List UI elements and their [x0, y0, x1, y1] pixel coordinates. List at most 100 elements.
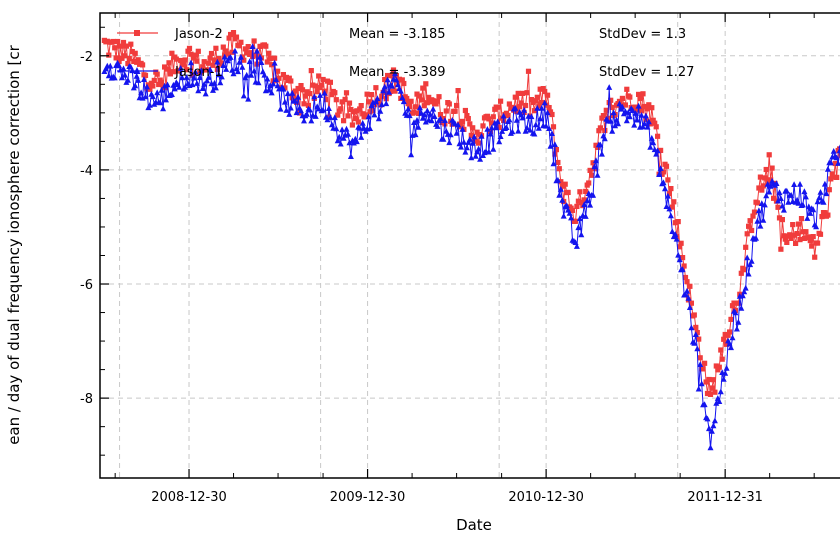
- data-point: [441, 117, 448, 123]
- data-point: [439, 119, 445, 125]
- data-point: [556, 191, 563, 198]
- data-point: [463, 144, 470, 151]
- data-point: [468, 154, 475, 161]
- data-point: [744, 231, 750, 237]
- data-point: [817, 231, 824, 237]
- data-point: [673, 235, 680, 242]
- data-point: [760, 183, 766, 189]
- data-point: [776, 215, 783, 221]
- data-point: [572, 218, 579, 224]
- data-point: [749, 227, 755, 234]
- data-point: [302, 93, 308, 99]
- data-point: [517, 104, 523, 110]
- data-point: [506, 101, 512, 107]
- data-point: [836, 147, 840, 154]
- data-point: [707, 444, 714, 451]
- data-point: [498, 98, 504, 104]
- data-point: [396, 76, 402, 82]
- data-point: [815, 240, 821, 246]
- data-point: [778, 246, 784, 252]
- data-point: [471, 133, 478, 140]
- data-point: [422, 118, 429, 125]
- data-point: [464, 113, 470, 119]
- data-point: [158, 86, 165, 93]
- data-point: [419, 115, 426, 121]
- data-point: [106, 52, 112, 58]
- data-point: [430, 105, 437, 112]
- data-point: [190, 74, 197, 81]
- y-tick-label: -2: [80, 50, 93, 65]
- data-point: [423, 81, 429, 87]
- data-point: [762, 175, 768, 181]
- data-point: [731, 300, 737, 306]
- data-point: [164, 66, 171, 72]
- data-point: [589, 172, 595, 178]
- data-point: [295, 85, 301, 92]
- data-point: [313, 83, 319, 89]
- data-point: [336, 133, 343, 140]
- data-point: [459, 118, 466, 124]
- data-point: [663, 203, 670, 209]
- data-point: [129, 67, 136, 74]
- data-point: [609, 104, 615, 110]
- data-point: [280, 72, 286, 78]
- data-point: [311, 93, 318, 100]
- data-point: [644, 123, 651, 130]
- plot-frame: [99, 12, 840, 479]
- data-point: [638, 108, 645, 114]
- data-point: [292, 98, 299, 104]
- data-point: [729, 334, 736, 341]
- data-point: [173, 56, 179, 62]
- data-point: [711, 417, 718, 424]
- data-point: [698, 380, 705, 387]
- data-point: [667, 212, 674, 219]
- data-point: [317, 92, 324, 98]
- data-point: [802, 193, 809, 200]
- data-point: [648, 134, 655, 141]
- data-point: [545, 92, 551, 98]
- data-point: [773, 180, 780, 186]
- data-point: [128, 41, 134, 47]
- data-point: [424, 100, 430, 106]
- data-point: [407, 104, 413, 110]
- data-point: [255, 79, 262, 86]
- data-point: [241, 57, 247, 63]
- data-point: [308, 68, 314, 74]
- data-point: [785, 198, 792, 205]
- data-point: [323, 97, 329, 103]
- data-point: [704, 415, 711, 422]
- data-point: [684, 287, 690, 294]
- data-point: [310, 82, 316, 88]
- data-point: [794, 231, 800, 237]
- data-point: [607, 118, 614, 124]
- data-point: [358, 103, 364, 109]
- data-point: [474, 148, 481, 155]
- data-point: [167, 71, 173, 77]
- data-point: [532, 121, 539, 128]
- data-point: [587, 201, 594, 208]
- data-point: [825, 212, 831, 218]
- data-point: [359, 119, 366, 126]
- data-point: [460, 138, 467, 145]
- data-point: [135, 77, 142, 83]
- data-point: [490, 145, 497, 152]
- data-point: [132, 50, 138, 56]
- data-point: [700, 366, 706, 372]
- data-point: [112, 45, 118, 51]
- data-point: [228, 31, 234, 38]
- data-point: [468, 132, 474, 138]
- data-point: [486, 116, 492, 122]
- data-point: [728, 316, 734, 322]
- data-point: [533, 98, 539, 104]
- data-point: [506, 116, 513, 123]
- data-point: [415, 123, 422, 130]
- data-point: [314, 89, 320, 95]
- data-point: [727, 329, 733, 335]
- data-point: [267, 55, 273, 61]
- data-point: [408, 98, 414, 104]
- data-point: [181, 62, 187, 68]
- data-point: [348, 106, 354, 113]
- data-point: [596, 128, 602, 134]
- data-point: [833, 154, 840, 161]
